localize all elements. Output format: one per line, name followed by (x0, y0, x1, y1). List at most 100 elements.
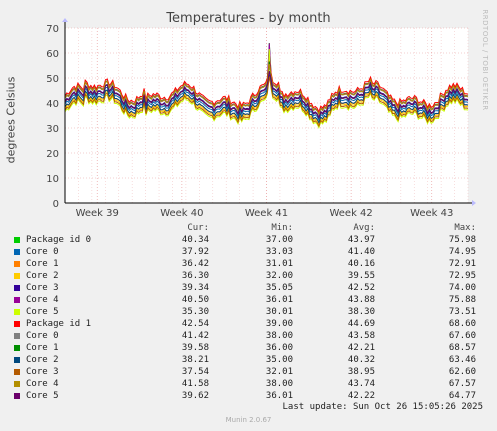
legend-name: Core 2 (26, 271, 59, 281)
legend-avg: 43.88 (347, 295, 375, 305)
legend-avg: 39.55 (347, 271, 375, 281)
legend-min: 36.01 (265, 391, 293, 401)
legend-min: 39.00 (265, 319, 293, 329)
series-line (64, 50, 469, 126)
legend-name: Core 0 (26, 247, 59, 257)
legend-swatch (14, 285, 20, 291)
munin-version: Munin 2.0.67 (225, 416, 272, 424)
legend-row: Core 0 37.92 33.03 41.40 74.95 (14, 246, 486, 258)
y-tick-label: 10 (46, 174, 59, 185)
legend-cur: 36.30 (181, 271, 209, 281)
legend-row: Core 1 39.58 36.00 42.21 68.57 (14, 342, 486, 354)
legend-swatch (14, 273, 20, 279)
legend-max: 68.57 (448, 343, 476, 353)
legend-row: Core 0 41.42 38.00 43.58 67.60 (14, 330, 486, 342)
y-tick-label: 30 (46, 124, 59, 135)
legend-avg: 38.30 (347, 307, 375, 317)
legend-swatch (14, 261, 20, 267)
legend-name: Core 2 (26, 355, 59, 365)
y-tick-label: 20 (46, 149, 59, 160)
legend-cur: 39.58 (181, 343, 209, 353)
y-tick-label: 70 (46, 24, 59, 35)
legend-name: Core 1 (26, 259, 59, 269)
legend-name: Core 5 (26, 391, 59, 401)
legend-name: Core 4 (26, 295, 59, 305)
legend-cur: 42.54 (181, 319, 209, 329)
legend-cur: 41.42 (181, 331, 209, 341)
series-line (64, 49, 469, 129)
x-tick-label: Week 40 (160, 208, 203, 219)
legend-cur: 41.58 (181, 379, 209, 389)
legend-avg: 43.97 (347, 235, 375, 245)
legend-name: Core 3 (26, 283, 59, 293)
legend-avg: 40.32 (347, 355, 375, 365)
legend-max: 68.60 (448, 319, 476, 329)
legend-swatch (14, 369, 20, 375)
y-axis-arrow (62, 18, 68, 22)
legend-row: Core 1 36.42 31.01 40.16 72.91 (14, 258, 486, 270)
legend-avg: 44.69 (347, 319, 375, 329)
legend-swatch (14, 393, 20, 399)
x-tick-label: Week 43 (410, 208, 453, 219)
legend-min: 38.00 (265, 331, 293, 341)
legend-swatch (14, 297, 20, 303)
legend-avg: 43.58 (347, 331, 375, 341)
legend-avg: 38.95 (347, 367, 375, 377)
legend-header-avg: Avg: (353, 223, 375, 233)
legend-swatch (14, 381, 20, 387)
legend-min: 37.00 (265, 235, 293, 245)
legend-cur: 38.21 (181, 355, 209, 365)
x-tick-label: Week 41 (245, 208, 288, 219)
legend-max: 62.60 (448, 367, 476, 377)
legend-avg: 43.74 (347, 379, 375, 389)
legend-max: 63.46 (448, 355, 476, 365)
legend-min: 31.01 (265, 259, 293, 269)
legend-min: 36.00 (265, 343, 293, 353)
legend-swatch (14, 333, 20, 339)
legend-cur: 37.54 (181, 367, 209, 377)
legend-swatch (14, 357, 20, 363)
legend-swatch (14, 345, 20, 351)
legend-avg: 41.40 (347, 247, 375, 257)
legend-cur: 37.92 (181, 247, 209, 257)
legend-min: 32.00 (265, 271, 293, 281)
legend-max: 74.95 (448, 247, 476, 257)
legend-swatch (14, 309, 20, 315)
legend-min: 35.05 (265, 283, 293, 293)
y-tick-label: 40 (46, 99, 59, 110)
legend-header-min: Min: (271, 223, 293, 233)
legend-name: Core 0 (26, 331, 59, 341)
legend-cur: 39.62 (181, 391, 209, 401)
legend-min: 35.00 (265, 355, 293, 365)
legend-cur: 39.34 (181, 283, 209, 293)
legend-avg: 40.16 (347, 259, 375, 269)
legend-cur: 40.50 (181, 295, 209, 305)
legend-header-cur: Cur: (187, 223, 209, 233)
legend-avg: 42.21 (347, 343, 375, 353)
legend-name: Core 4 (26, 379, 59, 389)
x-axis-arrow (472, 200, 476, 206)
series-line (64, 61, 469, 114)
series-line (64, 70, 469, 120)
legend-max: 72.91 (448, 259, 476, 269)
legend-swatch (14, 321, 20, 327)
legend-header: Cur: Min: Avg: Max: (14, 222, 486, 234)
y-tick-label: 60 (46, 49, 59, 60)
legend-name: Core 1 (26, 343, 59, 353)
legend-max: 74.00 (448, 283, 476, 293)
legend-row: Core 5 39.62 36.01 42.22 64.77 (14, 390, 486, 402)
chart-title: Temperatures - by month (166, 11, 331, 26)
legend-row: Core 5 35.30 30.01 38.30 73.51 (14, 306, 486, 318)
legend-row: Core 4 40.50 36.01 43.88 75.88 (14, 294, 486, 306)
legend-row: Core 3 37.54 32.01 38.95 62.60 (14, 366, 486, 378)
legend-min: 33.03 (265, 247, 293, 257)
legend-max: 64.77 (448, 391, 476, 401)
series-line (64, 76, 469, 128)
legend-avg: 42.52 (347, 283, 375, 293)
legend-max: 67.57 (448, 379, 476, 389)
legend-cur: 35.30 (181, 307, 209, 317)
x-tick-label: Week 42 (329, 208, 372, 219)
legend-header-max: Max: (454, 223, 476, 233)
legend-row: Core 3 39.34 35.05 42.52 74.00 (14, 282, 486, 294)
